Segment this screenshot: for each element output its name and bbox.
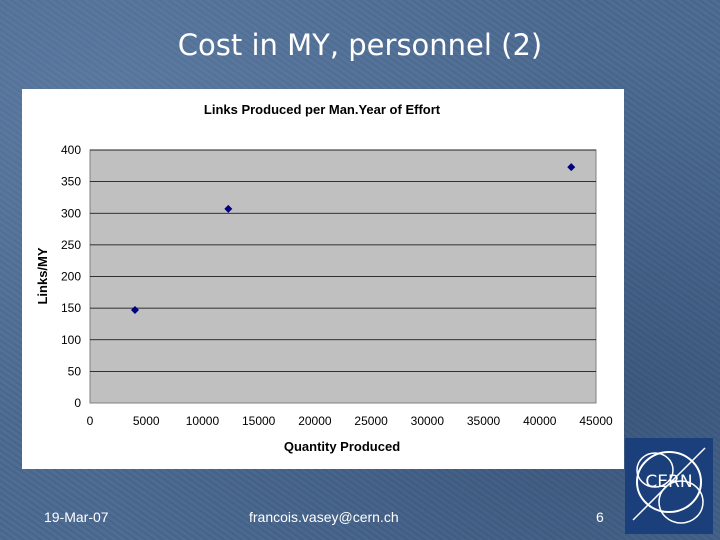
scatter-chart: Links Produced per Man.Year of Effort 0 5… (35, 102, 613, 454)
data-points (130, 163, 576, 315)
x-tick-label: 5000 (133, 414, 160, 428)
y-axis-label: Links/MY (35, 247, 50, 304)
y-tick-label: 300 (61, 206, 81, 220)
x-axis-label: Quantity Produced (284, 439, 400, 454)
y-axis-ticks: 0 50 100 150 200 250 300 350 400 (61, 143, 81, 410)
y-tick-label: 150 (61, 301, 81, 315)
x-tick-label: 20000 (298, 414, 332, 428)
x-tick-label: 40000 (523, 414, 557, 428)
slide-title: Cost in MY, personnel (2) (177, 28, 543, 62)
cern-logo-text: CERN (645, 472, 692, 492)
cern-logo-graphic: CERN (625, 438, 713, 534)
data-point (224, 204, 233, 213)
footer-email: francois.vasey@cern.ch (249, 509, 399, 525)
x-axis-ticks: 0 5000 10000 15000 20000 25000 30000 35000 40000… (87, 414, 613, 428)
y-tick-label: 400 (61, 143, 81, 157)
chart-panel: Links Produced per Man.Year of Effort 0 5… (22, 89, 624, 469)
x-tick-label: 45000 (579, 414, 613, 428)
footer-date: 19-Mar-07 (44, 509, 109, 525)
grid-lines (90, 149, 596, 372)
x-tick-label: 30000 (411, 414, 445, 428)
x-tick-label: 25000 (354, 414, 388, 428)
y-tick-label: 0 (74, 396, 81, 410)
y-tick-label: 200 (61, 270, 81, 284)
x-tick-label: 35000 (467, 414, 501, 428)
y-tick-label: 100 (61, 333, 81, 347)
data-point (130, 306, 139, 315)
page-number: 6 (596, 509, 604, 525)
y-tick-label: 350 (61, 175, 81, 189)
data-point (567, 163, 576, 172)
x-tick-label: 15000 (242, 414, 276, 428)
chart-title: Links Produced per Man.Year of Effort (204, 102, 441, 117)
y-tick-label: 250 (61, 238, 81, 252)
x-tick-label: 10000 (186, 414, 220, 428)
x-tick-label: 0 (87, 414, 94, 428)
y-tick-label: 50 (68, 364, 82, 378)
cern-logo: CERN (625, 438, 713, 534)
